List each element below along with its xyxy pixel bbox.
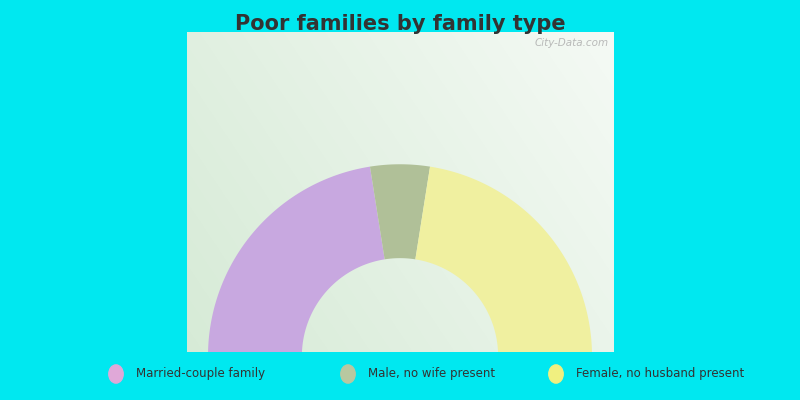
Text: Poor families by family type: Poor families by family type <box>234 14 566 34</box>
Ellipse shape <box>109 365 123 383</box>
Ellipse shape <box>341 365 355 383</box>
Polygon shape <box>415 167 592 356</box>
Text: Married-couple family: Married-couple family <box>136 368 265 380</box>
Text: Female, no husband present: Female, no husband present <box>576 368 744 380</box>
Text: Male, no wife present: Male, no wife present <box>368 368 495 380</box>
Polygon shape <box>370 164 430 259</box>
Ellipse shape <box>549 365 563 383</box>
Polygon shape <box>208 167 385 356</box>
Text: City-Data.com: City-Data.com <box>535 38 609 48</box>
